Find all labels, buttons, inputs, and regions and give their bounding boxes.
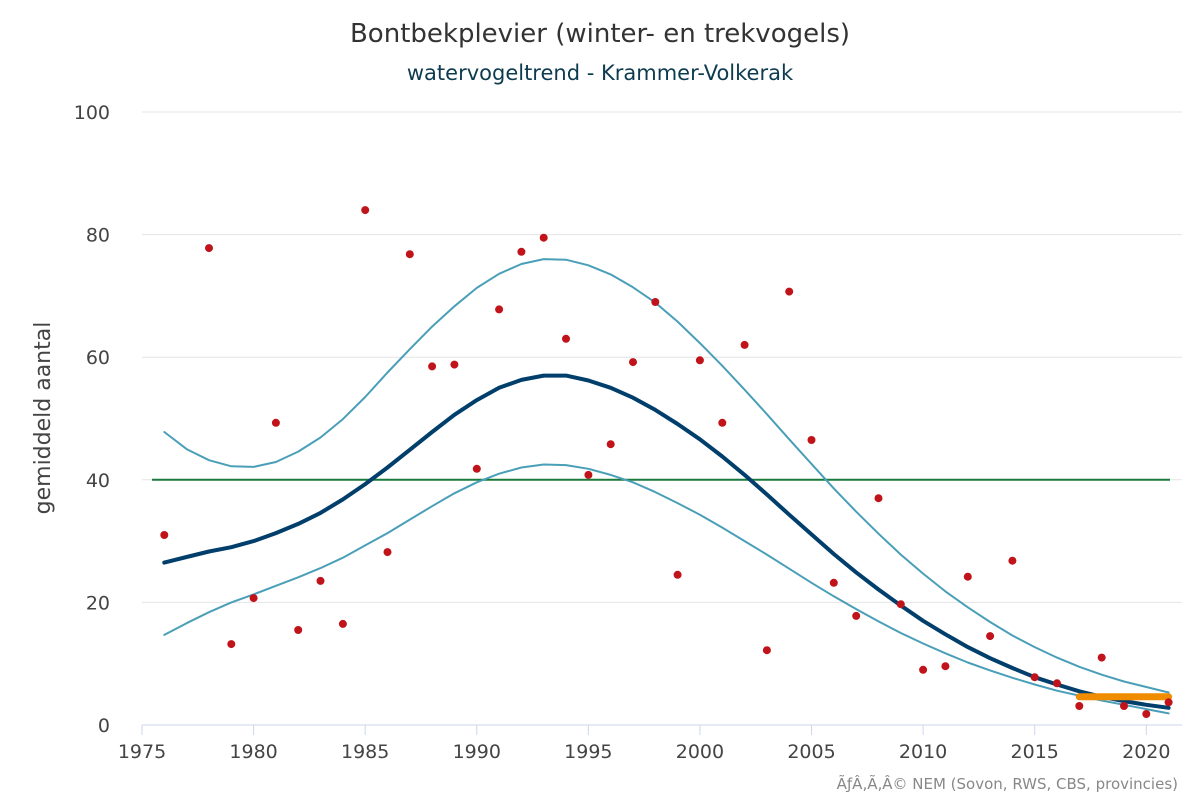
x-tick-label: 2010 [899,741,947,763]
data-point [316,576,325,585]
x-tick-label: 1975 [118,741,166,763]
series-lines [162,258,1173,715]
x-tick-label: 2020 [1122,741,1170,763]
y-tick-label: 60 [86,347,110,369]
data-point [205,244,213,253]
data-point [383,548,392,557]
data-point [673,570,682,579]
data-point [1030,673,1039,682]
grid-lines [142,111,1182,603]
x-tick-label: 1990 [453,741,501,763]
x-axis [141,724,1182,735]
data-point [807,436,816,444]
data-point [227,640,236,649]
data-point [963,572,972,581]
x-tick-label: 1980 [229,741,277,763]
data-point [986,632,995,641]
data-point [160,531,169,539]
y-tick-label: 80 [86,225,110,247]
y-tick-label: 20 [86,592,110,614]
data-point [361,206,370,215]
data-point [874,494,883,503]
trend-line [162,373,1171,710]
data-point [852,611,861,620]
data-point [629,358,637,367]
y-tick-labels: 0 20 40 60 80 100 [74,102,110,737]
data-point [718,418,727,427]
data-point [405,250,414,259]
credit-text: ÃƒÂ‚Ã‚Â© NEM (Sovon, RWS, CBS, provincie… [837,774,1178,793]
data-point [651,298,660,306]
data-point [271,418,280,427]
data-point [1075,702,1084,710]
data-point [1142,710,1151,718]
data-point [428,362,437,371]
data-point [517,247,526,256]
data-point [495,305,504,314]
data-point [785,287,794,296]
data-point [1120,702,1128,710]
chart-title: Bontbekplevier (winter- en trekvogels) [350,19,850,49]
upper-confidence-line [163,258,1170,694]
data-point [695,356,704,365]
y-axis-label: gemiddeld aantal [31,322,56,515]
data-point [472,464,481,473]
chart-subtitle: watervogeltrend - Krammer-Volkerak [407,61,794,85]
y-tick-label: 40 [86,470,110,492]
data-point [294,626,303,634]
data-point [829,578,838,587]
x-tick-label: 2015 [1011,741,1059,763]
data-point [1097,653,1106,662]
x-tick-label: 2000 [676,741,724,763]
data-point [562,334,570,343]
data-point [740,340,749,349]
data-point [1053,679,1061,688]
lower-confidence-line [163,463,1170,715]
data-point [941,662,950,671]
data-point [762,646,771,655]
data-points [160,206,1173,718]
data-point [606,440,615,449]
x-tick-labels: 1975 1980 1985 1990 1995 2000 2005 2010 2015 2020 [118,741,1171,763]
data-point [539,233,548,242]
y-tick-label: 0 [98,715,110,737]
y-tick-label: 100 [74,102,110,124]
data-point [1164,698,1173,707]
data-point [919,665,928,674]
data-point [450,360,459,369]
data-point [584,470,593,479]
data-point [249,594,258,603]
x-tick-label: 1995 [564,741,612,763]
x-tick-label: 1985 [341,741,389,763]
data-point [338,619,347,628]
data-point [896,600,905,609]
x-tick-label: 2005 [787,741,835,763]
data-point [1008,556,1017,565]
